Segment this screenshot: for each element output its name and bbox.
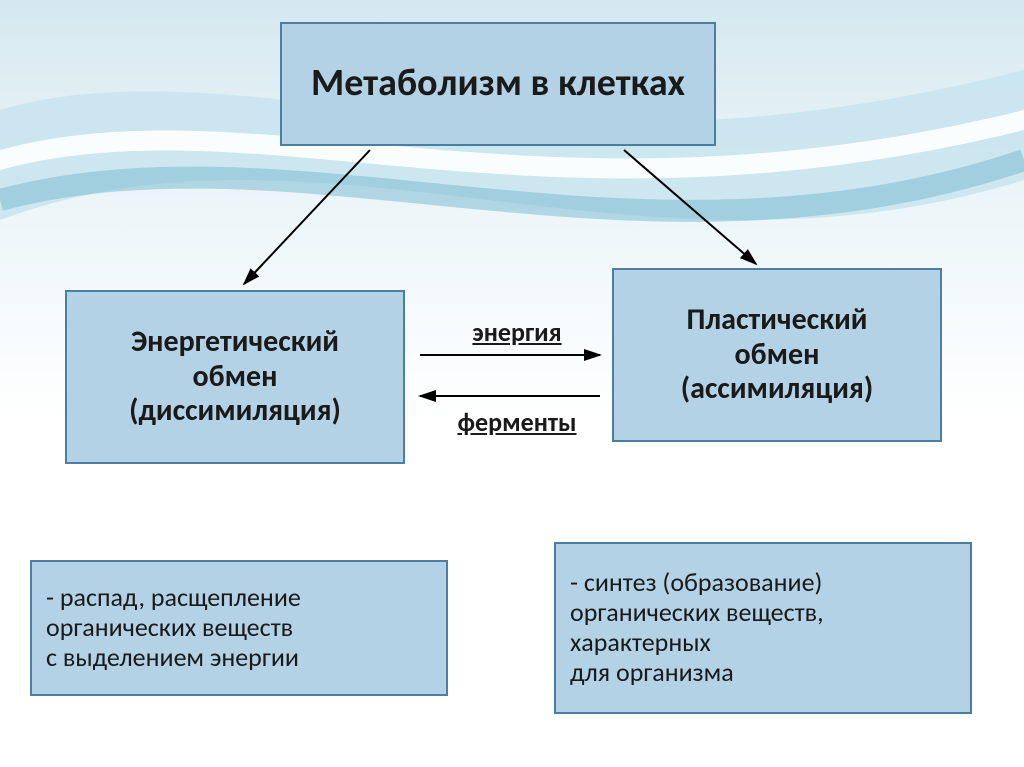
energy-desc-l1: - распад, расщепление bbox=[46, 583, 301, 613]
energy-line3: (диссимиляция) bbox=[129, 394, 341, 429]
plastic-line3: (ассимиляция) bbox=[681, 372, 873, 407]
plastic-desc-l3: характерных bbox=[570, 628, 824, 658]
title-box: Метаболизм в клетках bbox=[280, 22, 716, 146]
plastic-desc-l2: органических веществ, bbox=[570, 598, 824, 628]
energy-line2: обмен bbox=[129, 360, 341, 395]
energy-desc-l2: органических веществ bbox=[46, 613, 301, 643]
plastic-line2: обмен bbox=[681, 338, 873, 373]
plastic-desc-l1: - синтез (образование) bbox=[570, 568, 824, 598]
energy-exchange-box: Энергетический обмен (диссимиляция) bbox=[65, 290, 405, 464]
plastic-desc-l4: для организма bbox=[570, 658, 824, 688]
title-text: Метаболизм в клетках bbox=[311, 62, 685, 106]
plastic-description-box: - синтез (образование) органических веще… bbox=[554, 542, 972, 714]
enzymes-label: ферменты bbox=[424, 406, 610, 438]
plastic-line1: Пластический bbox=[681, 303, 873, 338]
plastic-exchange-box: Пластический обмен (ассимиляция) bbox=[612, 268, 942, 442]
energy-desc-l3: с выделением энергии bbox=[46, 643, 301, 673]
energy-line1: Энергетический bbox=[129, 325, 341, 360]
energy-description-box: - распад, расщепление органических вещес… bbox=[30, 560, 448, 696]
energy-label: энергия bbox=[442, 316, 592, 348]
